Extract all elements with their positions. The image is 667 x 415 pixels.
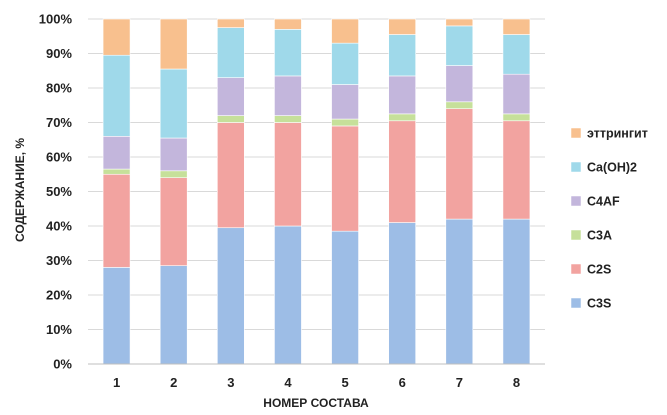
bar-segment <box>502 34 531 75</box>
bar-segment <box>388 75 416 115</box>
bar-segment <box>102 18 131 56</box>
bar-segment <box>331 84 359 120</box>
bar-segment <box>502 73 531 115</box>
legend-label: C3A <box>587 229 612 243</box>
x-tick-label: 6 <box>399 375 406 390</box>
bar-segment <box>102 168 131 175</box>
bar-segment <box>388 120 416 223</box>
bar-segment <box>445 218 474 365</box>
bar-segment <box>102 54 131 137</box>
bar-segment <box>274 29 302 77</box>
bar-segment <box>502 120 531 220</box>
y-axis-title: СОДЕРЖАНИЕ, % <box>13 138 27 242</box>
y-tick-label: 40% <box>46 219 72 234</box>
x-axis-title: НОМЕР СОСТАВА <box>263 396 369 410</box>
bar-segment <box>331 125 359 232</box>
legend-swatch <box>570 263 582 275</box>
bar-segment <box>217 27 245 78</box>
bar-segment <box>388 18 416 35</box>
x-tick-label: 3 <box>227 375 234 390</box>
y-tick-label: 100% <box>39 12 73 27</box>
bar-segment <box>331 18 359 44</box>
x-tick-label: 7 <box>456 375 463 390</box>
bar-segment <box>445 101 474 110</box>
bar-segment <box>159 68 188 139</box>
bar-segment <box>159 177 188 266</box>
bar-segment <box>388 34 416 77</box>
x-tick-label: 2 <box>170 375 177 390</box>
x-tick-label: 1 <box>113 375 120 390</box>
bar-segment <box>331 42 359 85</box>
bar-segment <box>102 136 131 170</box>
bar-segment <box>102 267 131 365</box>
bar-segment <box>217 122 245 229</box>
bar-segment <box>388 113 416 122</box>
bar-segment <box>159 265 188 365</box>
y-tick-label: 10% <box>46 322 72 337</box>
legend-swatch <box>570 127 582 139</box>
y-tick-label: 60% <box>46 150 72 165</box>
y-tick-label: 70% <box>46 115 72 130</box>
legend-swatch <box>570 161 582 173</box>
bar-segment <box>159 170 188 179</box>
legend-label: эттрингит <box>587 127 648 141</box>
x-tick-label: 4 <box>284 375 292 390</box>
bar-segment <box>217 227 245 365</box>
y-tick-label: 20% <box>46 288 72 303</box>
bar-segment <box>274 75 302 116</box>
bar-segment <box>331 118 359 127</box>
y-tick-label: 90% <box>46 46 72 61</box>
y-tick-label: 80% <box>46 81 72 96</box>
bar-segment <box>217 115 245 123</box>
bar-segment <box>445 108 474 220</box>
legend-label: C2S <box>587 263 611 277</box>
bar-segment <box>331 230 359 365</box>
legend-label: C4AF <box>587 195 620 209</box>
bar-segment <box>388 222 416 365</box>
gridlines <box>88 18 545 365</box>
bars <box>102 18 531 365</box>
bar-segment <box>274 225 302 365</box>
bar-segment <box>274 18 302 30</box>
bar-segment <box>445 18 474 27</box>
axes: 0% 10% 20% 30% 40% 50% 60% 70% 80% 90% 100% 1 2 3 4 5 6 7… <box>39 12 545 390</box>
legend-swatch <box>570 195 582 207</box>
y-tick-label: 0% <box>53 357 72 372</box>
bar-segment <box>217 77 245 116</box>
bar-segment <box>159 18 188 70</box>
legend-label: Ca(OH)2 <box>587 161 637 175</box>
legend-swatch <box>570 229 582 241</box>
bar-segment <box>274 115 302 123</box>
bar-segment <box>502 18 531 35</box>
y-tick-label: 50% <box>46 184 72 199</box>
x-tick-label: 8 <box>513 375 520 390</box>
bar-segment <box>102 173 131 268</box>
bar-segment <box>217 18 245 28</box>
bar-segment <box>159 137 188 172</box>
bar-segment <box>502 218 531 365</box>
y-tick-label: 30% <box>46 253 72 268</box>
bar-segment <box>445 65 474 103</box>
bar-segment <box>274 122 302 227</box>
bar-segment <box>502 113 531 122</box>
legend-swatch <box>570 297 582 309</box>
x-tick-label: 5 <box>341 375 348 390</box>
legend-label: C3S <box>587 297 611 311</box>
bar-segment <box>445 25 474 66</box>
legend: эттрингит Ca(OH)2 C4AF C3A C2S C3S <box>570 127 648 311</box>
